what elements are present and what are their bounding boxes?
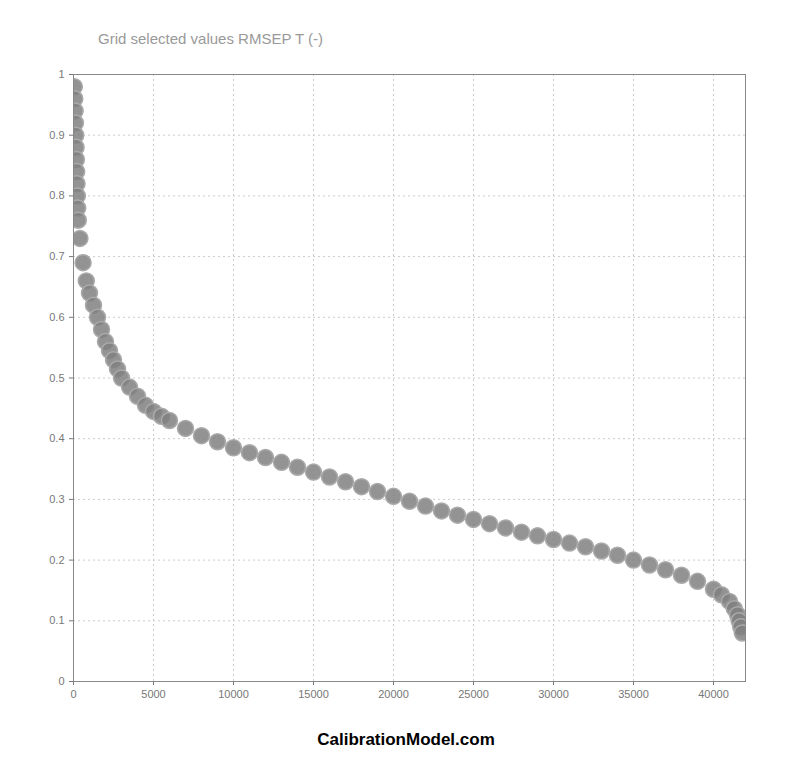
svg-text:15000: 15000 bbox=[298, 688, 329, 700]
svg-text:0.9: 0.9 bbox=[49, 129, 64, 141]
svg-text:1: 1 bbox=[58, 68, 64, 80]
svg-text:0.6: 0.6 bbox=[49, 311, 64, 323]
svg-text:0: 0 bbox=[58, 675, 64, 687]
svg-text:5000: 5000 bbox=[141, 688, 165, 700]
svg-text:35000: 35000 bbox=[618, 688, 649, 700]
svg-text:40000: 40000 bbox=[698, 688, 729, 700]
svg-text:25000: 25000 bbox=[458, 688, 489, 700]
svg-text:0.2: 0.2 bbox=[49, 554, 64, 566]
svg-text:0.1: 0.1 bbox=[49, 614, 64, 626]
html-text:CalibrationModel.com: CalibrationModel.com bbox=[317, 730, 495, 749]
svg-text:0.7: 0.7 bbox=[49, 250, 64, 262]
svg-text:0.4: 0.4 bbox=[49, 432, 64, 444]
svg-text:20000: 20000 bbox=[378, 688, 409, 700]
svg-text:10000: 10000 bbox=[218, 688, 249, 700]
svg-text:0.5: 0.5 bbox=[49, 372, 64, 384]
svg-text:0.3: 0.3 bbox=[49, 493, 64, 505]
svg-text:30000: 30000 bbox=[538, 688, 569, 700]
svg-text:0.8: 0.8 bbox=[49, 189, 64, 201]
svg-text:0: 0 bbox=[70, 688, 76, 700]
html-text:Grid selected values RMSEP T (: Grid selected values RMSEP T (-) bbox=[98, 30, 324, 47]
